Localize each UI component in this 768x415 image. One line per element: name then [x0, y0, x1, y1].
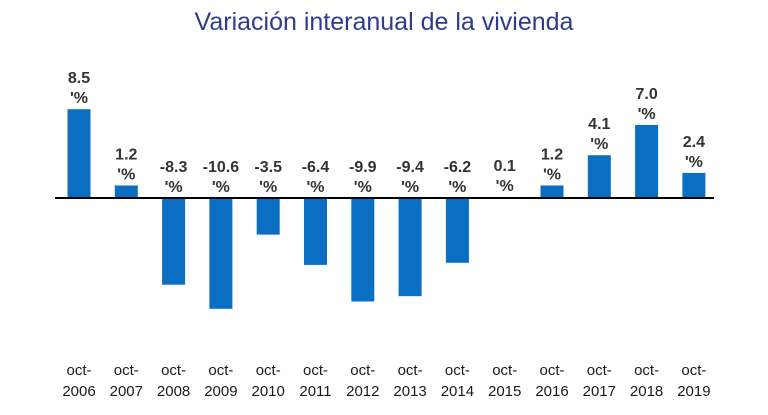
data-label-unit-12: '% [638, 106, 656, 123]
bar-8 [445, 198, 469, 263]
tick-label-month-11: oct- [587, 362, 612, 379]
data-label-value-6: -9.9 [349, 159, 377, 176]
tick-label-month-4: oct- [256, 362, 281, 379]
bar-5 [304, 198, 327, 265]
data-label-unit-11: '% [590, 136, 608, 153]
chart-title: Variación interanual de la vivienda [194, 8, 574, 36]
data-label-value-7: -9.4 [396, 159, 424, 176]
data-label-unit-8: '% [448, 179, 466, 196]
data-label-value-10: 1.2 [541, 146, 563, 163]
data-label-value-4: -3.5 [254, 159, 282, 176]
bar-1 [114, 185, 138, 198]
bar-7 [398, 198, 422, 297]
bar-12 [635, 124, 659, 198]
data-label-unit-5: '% [306, 179, 324, 196]
data-label-unit-4: '% [259, 179, 277, 196]
data-label-value-2: -8.3 [160, 159, 188, 176]
data-label-unit-3: '% [212, 179, 230, 196]
tick-label-year-1: 2007 [110, 383, 143, 400]
data-label-value-13: 2.4 [683, 134, 705, 151]
tick-label-month-1: oct- [114, 362, 139, 379]
data-label-unit-1: '% [117, 166, 135, 183]
data-label-value-3: -10.6 [203, 159, 240, 176]
bar-13 [682, 172, 706, 198]
tick-label-year-8: 2014 [441, 383, 474, 400]
bar-11 [587, 155, 611, 198]
tick-label-year-7: 2013 [393, 383, 426, 400]
data-label-value-8: -6.2 [444, 159, 472, 176]
tick-label-month-9: oct- [492, 362, 517, 379]
tick-label-month-3: oct- [208, 362, 233, 379]
tick-label-month-10: oct- [539, 362, 564, 379]
tick-label-month-12: oct- [634, 362, 659, 379]
bar-2 [162, 198, 186, 285]
tick-label-year-2: 2008 [157, 383, 190, 400]
tick-label-year-0: 2006 [62, 383, 95, 400]
tick-label-month-0: oct- [66, 362, 91, 379]
data-label-value-1: 1.2 [115, 146, 137, 163]
tick-label-month-6: oct- [350, 362, 375, 379]
tick-label-year-5: 2011 [299, 383, 331, 400]
bar-0 [67, 109, 91, 198]
bar-4 [256, 198, 280, 235]
bar-6 [351, 198, 375, 302]
data-label-value-0: 8.5 [68, 70, 90, 87]
data-label-value-9: 0.1 [494, 158, 516, 175]
tick-label-year-4: 2010 [252, 383, 285, 400]
tick-label-year-9: 2015 [488, 383, 521, 400]
tick-label-month-5: oct- [303, 362, 328, 379]
data-label-unit-0: '% [70, 90, 88, 107]
data-label-unit-9: '% [496, 178, 514, 195]
data-label-unit-7: '% [401, 179, 419, 196]
tick-label-year-3: 2009 [204, 383, 237, 400]
tick-label-year-6: 2012 [346, 383, 379, 400]
data-label-unit-10: '% [543, 166, 561, 183]
data-label-value-11: 4.1 [588, 116, 610, 133]
bar-10 [540, 185, 564, 198]
data-label-value-12: 7.0 [635, 86, 657, 103]
tick-label-month-2: oct- [161, 362, 186, 379]
data-label-unit-6: '% [354, 179, 372, 196]
data-label-value-5: -6.4 [302, 159, 330, 176]
data-label-unit-2: '% [165, 179, 183, 196]
tick-label-month-13: oct- [681, 362, 706, 379]
tick-label-month-8: oct- [445, 362, 470, 379]
data-label-unit-13: '% [685, 154, 703, 171]
bar-3 [209, 198, 233, 309]
tick-label-year-11: 2017 [583, 383, 616, 400]
tick-label-year-12: 2018 [630, 383, 663, 400]
tick-label-month-7: oct- [398, 362, 423, 379]
tick-label-year-13: 2019 [677, 383, 710, 400]
tick-label-year-10: 2016 [535, 383, 568, 400]
